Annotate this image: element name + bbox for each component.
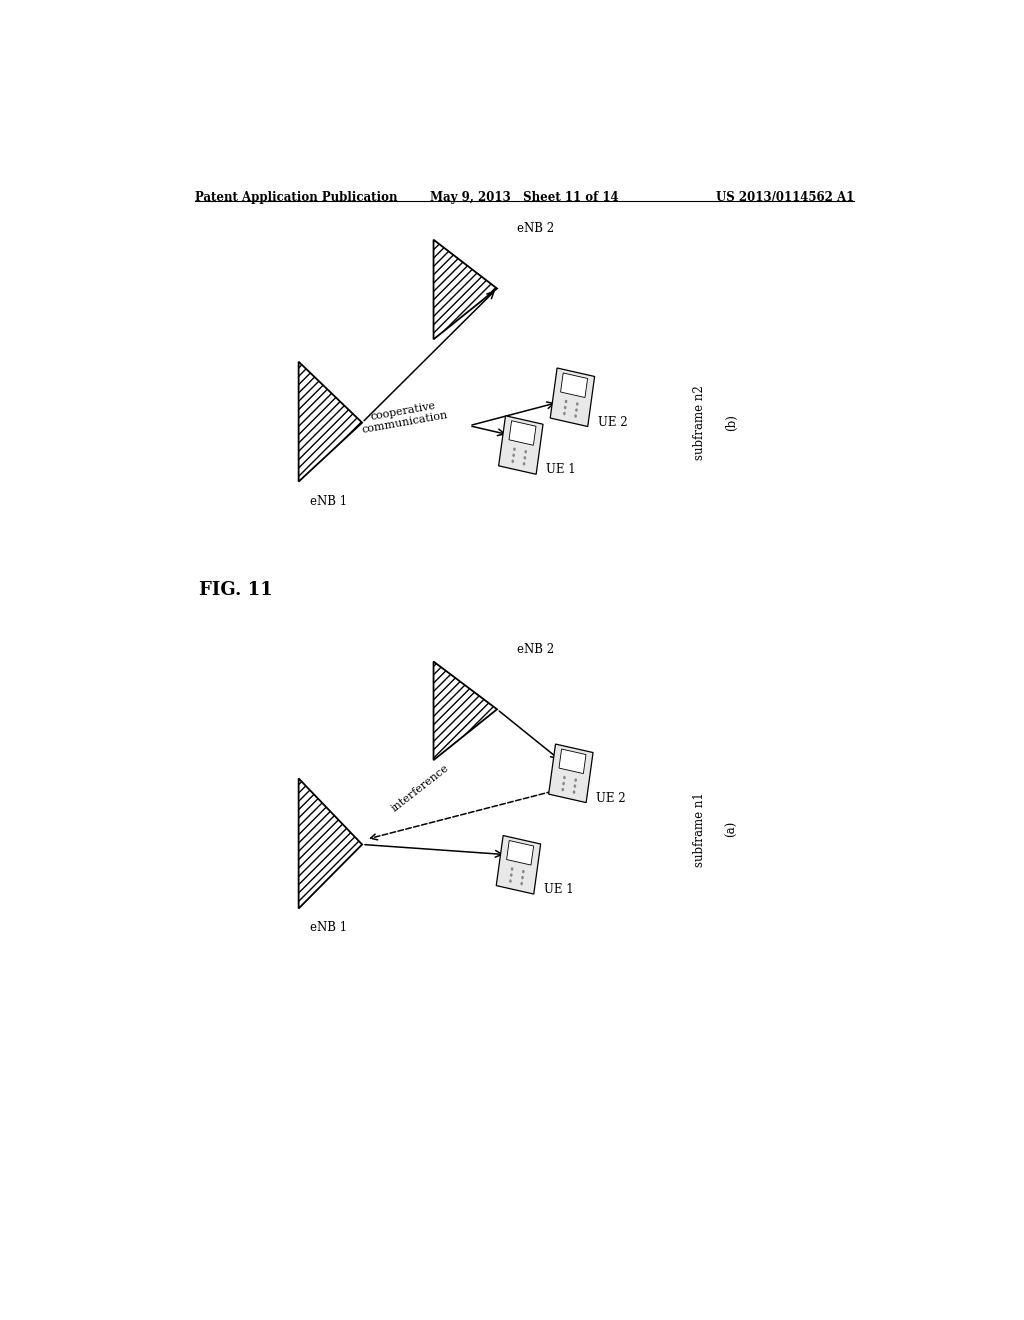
- Circle shape: [574, 779, 578, 781]
- Circle shape: [524, 450, 527, 454]
- Text: eNB 1: eNB 1: [310, 495, 347, 508]
- Polygon shape: [560, 374, 588, 397]
- Circle shape: [522, 462, 525, 466]
- Polygon shape: [433, 240, 497, 339]
- Circle shape: [512, 454, 515, 457]
- Circle shape: [575, 403, 579, 405]
- Circle shape: [522, 870, 524, 874]
- Polygon shape: [433, 661, 497, 760]
- Text: UE 1: UE 1: [546, 463, 575, 477]
- Text: cooperative
communication: cooperative communication: [359, 399, 449, 434]
- Text: subframe n1: subframe n1: [693, 792, 706, 867]
- Polygon shape: [299, 362, 362, 482]
- Circle shape: [523, 457, 526, 459]
- Circle shape: [509, 879, 512, 883]
- Circle shape: [572, 791, 575, 793]
- Circle shape: [520, 882, 523, 886]
- Circle shape: [510, 874, 513, 876]
- Circle shape: [573, 784, 577, 788]
- Circle shape: [563, 776, 566, 779]
- Circle shape: [563, 412, 565, 416]
- Text: US 2013/0114562 A1: US 2013/0114562 A1: [716, 191, 854, 203]
- Polygon shape: [299, 779, 362, 908]
- Text: interference: interference: [389, 763, 451, 814]
- Text: (b): (b): [725, 414, 737, 432]
- Circle shape: [561, 788, 564, 791]
- Polygon shape: [559, 748, 586, 774]
- Text: UE 2: UE 2: [596, 792, 626, 805]
- Text: UE 1: UE 1: [544, 883, 573, 896]
- Circle shape: [562, 781, 565, 785]
- Text: (a): (a): [725, 821, 737, 837]
- Polygon shape: [499, 416, 543, 474]
- Polygon shape: [549, 744, 593, 803]
- Text: UE 2: UE 2: [598, 416, 628, 429]
- Text: FIG. 11: FIG. 11: [200, 581, 273, 599]
- Polygon shape: [509, 421, 536, 445]
- Text: eNB 1: eNB 1: [310, 921, 347, 933]
- Text: May 9, 2013   Sheet 11 of 14: May 9, 2013 Sheet 11 of 14: [430, 191, 620, 203]
- Text: eNB 2: eNB 2: [517, 222, 554, 235]
- Text: Patent Application Publication: Patent Application Publication: [196, 191, 398, 203]
- Circle shape: [564, 400, 567, 403]
- Circle shape: [513, 447, 516, 451]
- Circle shape: [511, 867, 513, 871]
- Circle shape: [575, 408, 578, 412]
- Polygon shape: [507, 841, 534, 865]
- Polygon shape: [550, 368, 595, 426]
- Circle shape: [511, 459, 514, 463]
- Circle shape: [521, 876, 524, 879]
- Circle shape: [574, 414, 577, 417]
- Polygon shape: [497, 836, 541, 894]
- Circle shape: [564, 405, 566, 409]
- Text: subframe n2: subframe n2: [693, 385, 706, 461]
- Text: eNB 2: eNB 2: [517, 643, 554, 656]
